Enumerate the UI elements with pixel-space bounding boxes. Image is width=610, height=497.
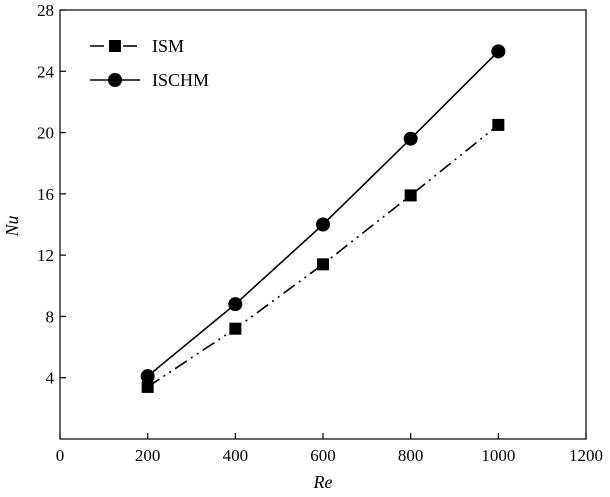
legend-marker-ischm	[108, 73, 122, 87]
legend-label-ism: ISM	[152, 36, 184, 56]
data-point-ischm	[316, 217, 330, 232]
legend: ISM ISCHM	[90, 36, 209, 90]
x-tick-label: 800	[398, 446, 424, 465]
x-axis: 0 200 400 600 800 1000 1200	[56, 433, 603, 465]
data-point-ischm	[228, 297, 243, 312]
data-point-ischm	[491, 44, 506, 59]
y-axis: 4 8 12 16 20 24 28	[37, 1, 66, 388]
y-tick-label: 4	[46, 369, 55, 388]
x-tick-label: 1200	[569, 446, 603, 465]
series-line-ism	[147, 124, 499, 388]
y-tick-label: 28	[37, 1, 54, 20]
x-tick-label: 400	[223, 446, 249, 465]
x-tick-label: 0	[56, 446, 65, 465]
data-point-ism	[492, 118, 505, 131]
x-axis-label: Re	[313, 472, 333, 492]
y-tick-label: 16	[37, 185, 54, 204]
data-point-ism	[317, 258, 329, 271]
x-tick-label: 200	[135, 446, 161, 465]
x-tick-label: 1000	[481, 446, 515, 465]
data-point-ism	[141, 380, 154, 393]
data-point-ism	[229, 322, 242, 335]
x-tick-label: 600	[310, 446, 336, 465]
y-tick-label: 24	[37, 62, 55, 81]
data-point-ism	[404, 189, 417, 202]
series-layer	[140, 44, 506, 393]
data-point-ischm	[403, 131, 418, 146]
y-tick-label: 12	[37, 246, 54, 265]
y-tick-label: 20	[37, 124, 54, 143]
y-axis-label: Nu	[2, 215, 22, 237]
legend-label-ischm: ISCHM	[152, 70, 209, 90]
series-line-ischm	[147, 50, 499, 377]
data-point-ischm	[140, 369, 155, 384]
legend-marker-ism	[109, 40, 121, 52]
y-tick-label: 8	[46, 307, 55, 326]
